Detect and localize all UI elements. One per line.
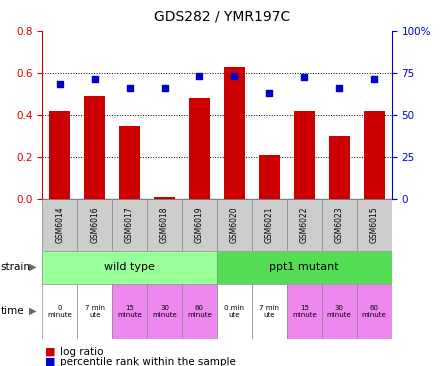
Bar [77,284,112,339]
Bar [77,199,112,251]
Text: GSM6014: GSM6014 [55,207,64,243]
Text: percentile rank within the sample: percentile rank within the sample [60,356,236,366]
Point [196,73,203,79]
Bar [224,67,245,199]
Point [266,90,273,96]
Text: GDS282 / YMR197C: GDS282 / YMR197C [154,9,291,23]
Bar [112,199,147,251]
Text: 30
minute: 30 minute [152,305,177,318]
Point [91,76,98,82]
Point [56,81,63,87]
Text: ▶: ▶ [29,306,36,316]
Bar [357,199,392,251]
Bar [364,111,384,199]
Text: 15
minute: 15 minute [292,305,317,318]
Point [231,73,238,79]
Text: GSM6016: GSM6016 [90,207,99,243]
Bar [182,199,217,251]
Text: 7 min
ute: 7 min ute [85,305,105,318]
Text: GSM6021: GSM6021 [265,207,274,243]
Text: 30
minute: 30 minute [327,305,352,318]
Text: ppt1 mutant: ppt1 mutant [270,262,339,272]
Text: GSM6017: GSM6017 [125,207,134,243]
Bar [147,199,182,251]
Point [161,85,168,90]
Bar [217,251,392,284]
Bar [42,199,77,251]
Bar [42,251,217,284]
Bar [259,155,280,199]
Point [336,85,343,90]
Text: GSM6022: GSM6022 [300,207,309,243]
Bar [322,199,357,251]
Bar [182,284,217,339]
Bar [217,284,252,339]
Text: GSM6020: GSM6020 [230,207,239,243]
Text: GSM6018: GSM6018 [160,207,169,243]
Bar [217,199,252,251]
Text: ■: ■ [44,347,55,357]
Point [126,85,133,90]
Bar [287,199,322,251]
Bar [329,137,350,199]
Text: 0 min
ute: 0 min ute [224,305,244,318]
Text: 60
minute: 60 minute [187,305,212,318]
Text: strain: strain [0,262,30,272]
Bar [84,96,105,199]
Text: 7 min
ute: 7 min ute [259,305,279,318]
Text: GSM6019: GSM6019 [195,207,204,243]
Bar [287,284,322,339]
Bar [357,284,392,339]
Text: 0
minute: 0 minute [47,305,72,318]
Text: GSM6023: GSM6023 [335,207,344,243]
Text: time: time [0,306,24,316]
Text: 15
minute: 15 minute [117,305,142,318]
Text: 60
minute: 60 minute [362,305,387,318]
Point [301,75,308,81]
Bar [112,284,147,339]
Text: GSM6015: GSM6015 [370,207,379,243]
Point [371,76,378,82]
Bar [119,126,140,199]
Bar [154,197,175,199]
Text: ■: ■ [44,356,55,366]
Bar [322,284,357,339]
Bar [294,111,315,199]
Text: log ratio: log ratio [60,347,104,357]
Bar [42,284,77,339]
Text: ▶: ▶ [29,262,36,272]
Bar [49,111,70,199]
Bar [252,284,287,339]
Bar [252,199,287,251]
Bar [147,284,182,339]
Bar [189,98,210,199]
Text: wild type: wild type [104,262,155,272]
